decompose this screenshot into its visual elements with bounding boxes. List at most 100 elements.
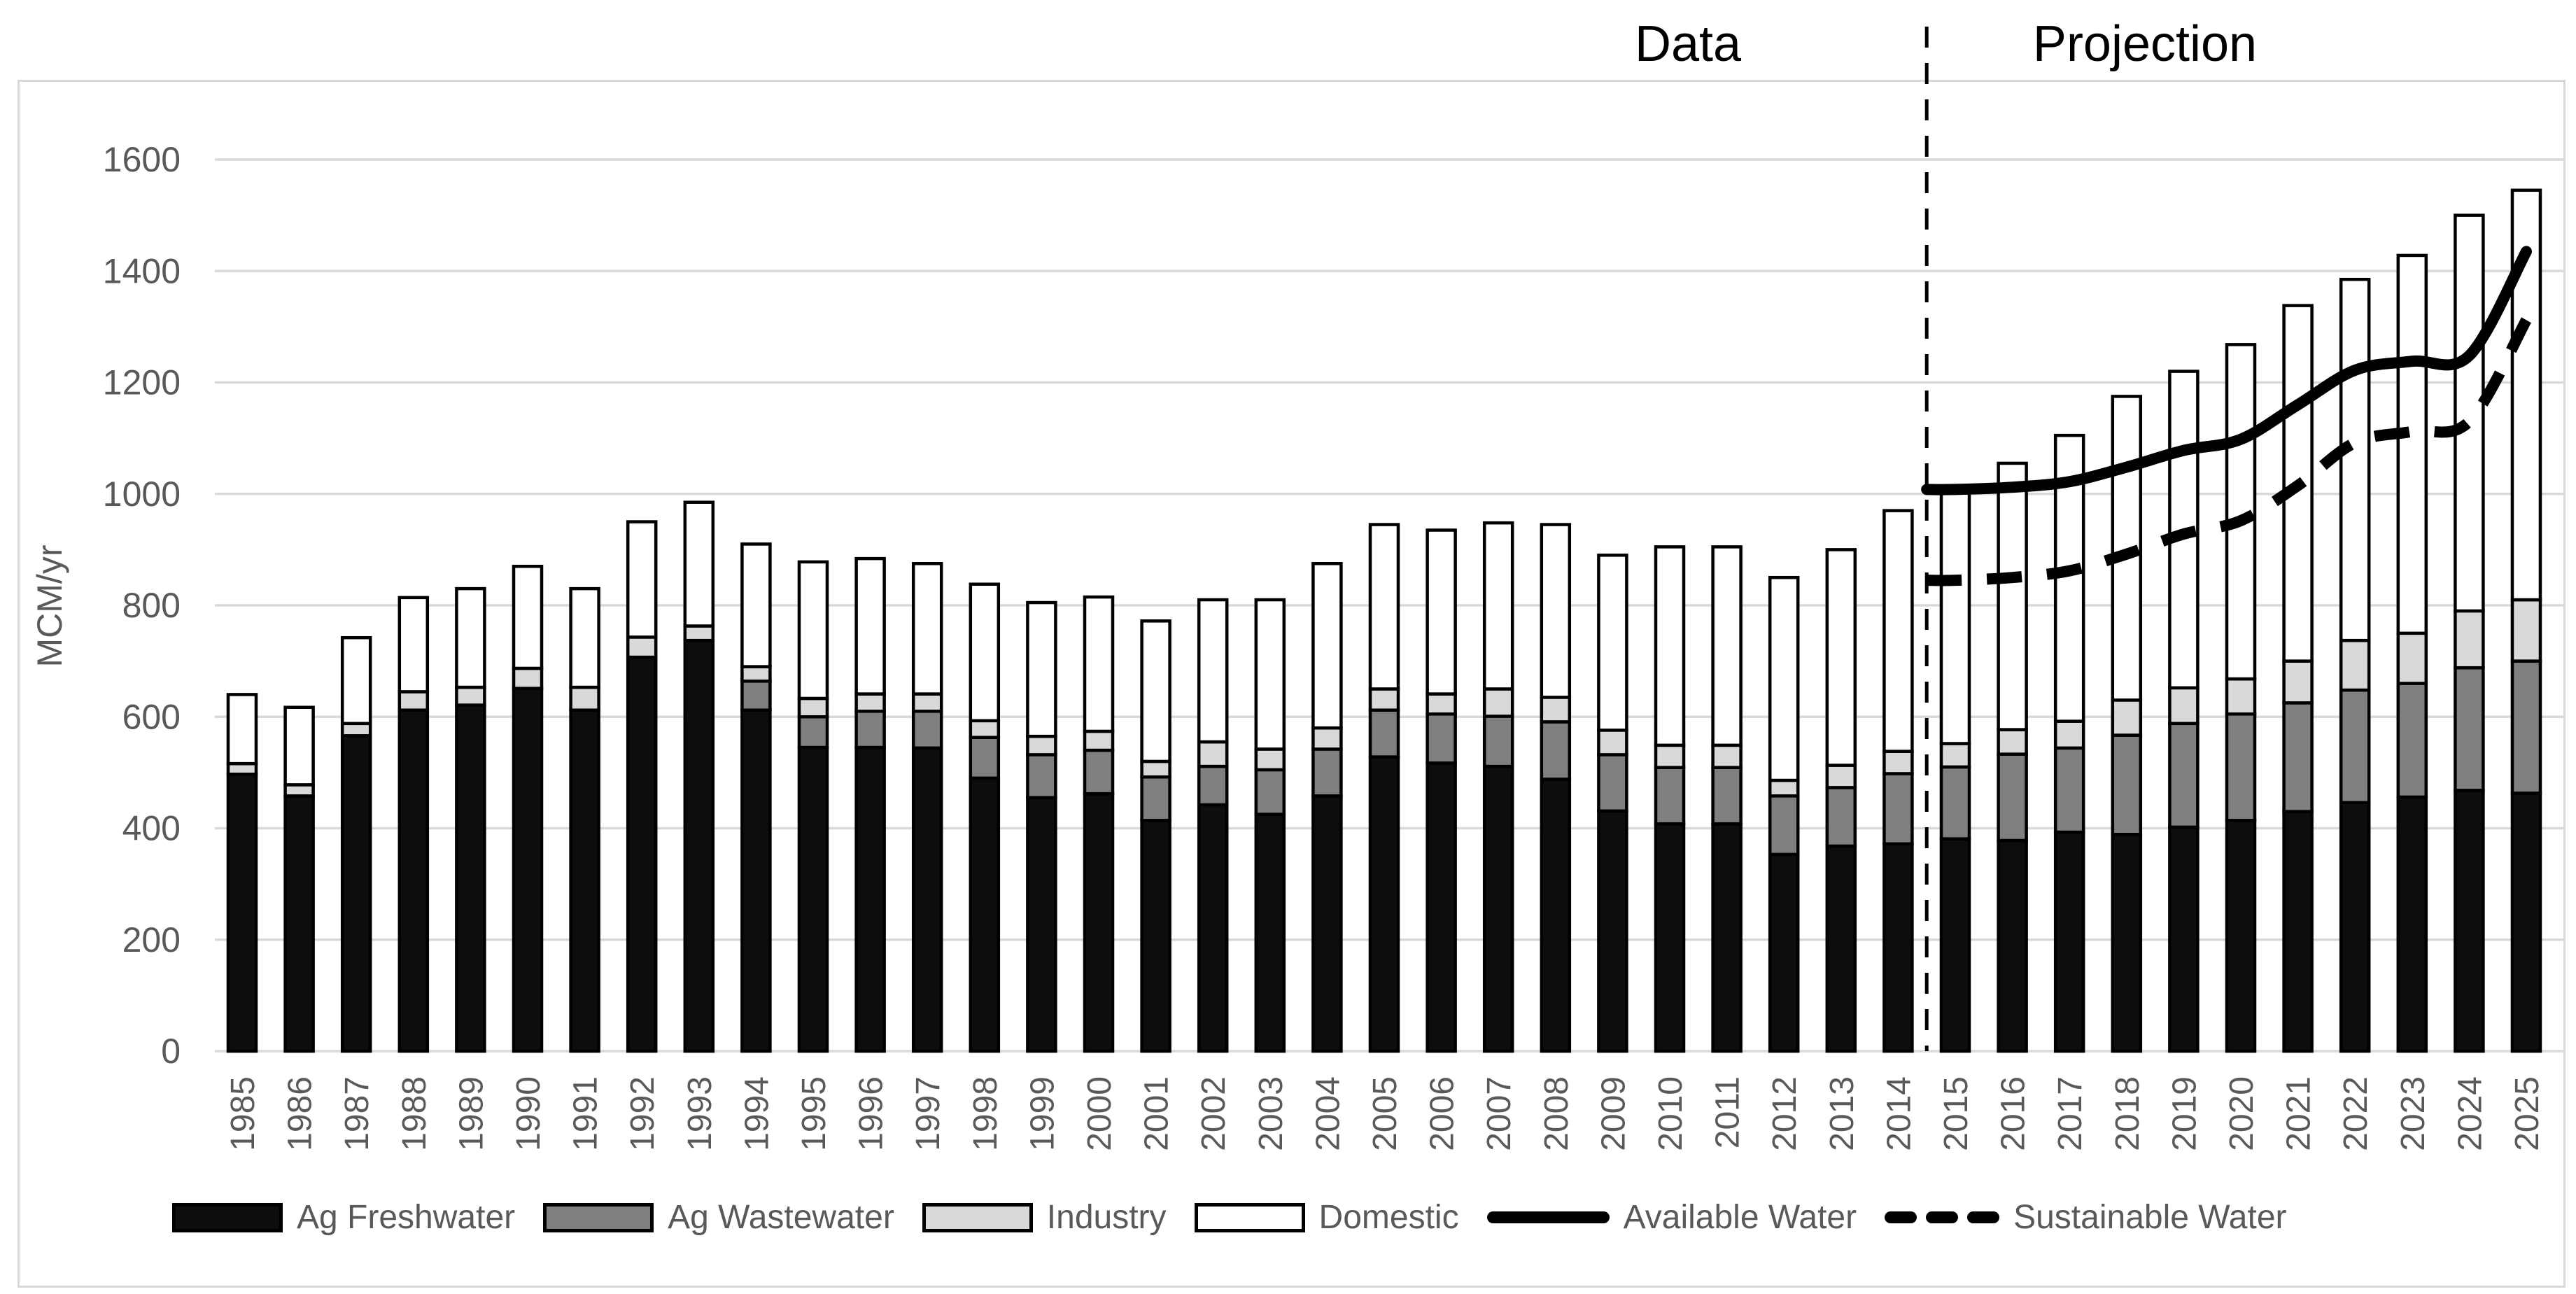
bar-2014-industry (1882, 750, 1914, 775)
bar-2011-ag-freshwater (1711, 822, 1743, 1053)
x-tick-2022: 2022 (2337, 1076, 2374, 1151)
bar-1988-ag-freshwater (397, 708, 430, 1053)
bar-2003-ag-freshwater (1254, 813, 1286, 1053)
bar-2013-industry (1825, 764, 1857, 789)
bar-2004-industry (1311, 726, 1343, 751)
bar-1991-ag-freshwater (569, 708, 600, 1053)
x-tick-1999: 1999 (1024, 1076, 1061, 1151)
x-tick-2000: 2000 (1081, 1076, 1118, 1151)
x-tick-1996: 1996 (853, 1076, 890, 1151)
legend-item-domestic: Domestic (1194, 1198, 1459, 1237)
data-region-label: Data (1634, 16, 1742, 72)
bar-1985-ag-freshwater (226, 773, 258, 1053)
bar-2004-ag-wastewater (1311, 747, 1343, 798)
x-tick-1998: 1998 (967, 1076, 1004, 1151)
bar-2024-industry (2454, 609, 2485, 670)
x-tick-2016: 2016 (1995, 1076, 2032, 1151)
bar-2010-ag-wastewater (1654, 766, 1686, 826)
legend-label-ag-wastewater: Ag Wastewater (668, 1199, 894, 1236)
legend-label-sustainable-water: Sustainable Water (2013, 1199, 2287, 1236)
bar-2018-ag-freshwater (2111, 833, 2143, 1053)
bar-1993-industry (683, 624, 715, 642)
y-tick-0: 0 (161, 1032, 181, 1071)
bar-1998-ag-freshwater (969, 776, 1001, 1053)
y-tick-400: 400 (122, 809, 181, 848)
x-tick-1986: 1986 (282, 1076, 319, 1151)
bar-1986-industry (283, 783, 315, 798)
bar-1995-industry (797, 696, 829, 719)
bar-2008-industry (1540, 696, 1572, 724)
bar-1999-domestic (1026, 600, 1057, 738)
bar-2002-ag-wastewater (1197, 764, 1229, 807)
legend-label-available-water: Available Water (1623, 1199, 1857, 1236)
bar-2003-ag-wastewater (1254, 768, 1286, 816)
bar-2000-ag-wastewater (1083, 748, 1115, 796)
x-tick-1989: 1989 (453, 1076, 490, 1151)
y-tick-1400: 1400 (103, 251, 181, 290)
x-tick-1988: 1988 (396, 1076, 433, 1151)
bar-1990-ag-freshwater (512, 687, 544, 1053)
bar-2019-industry (2168, 686, 2200, 726)
y-axis-title: MCM/yr (30, 545, 69, 668)
bar-2020-ag-freshwater (2225, 819, 2257, 1053)
bar-2004-domestic (1311, 562, 1343, 730)
x-tick-2023: 2023 (2395, 1076, 2432, 1151)
bar-2001-domestic (1140, 619, 1171, 764)
bar-1988-industry (397, 690, 430, 712)
bar-1985-industry (226, 761, 258, 776)
available-water-line-swatch (1486, 1211, 1610, 1223)
bar-2010-ag-freshwater (1654, 822, 1686, 1053)
bar-2007-domestic (1482, 521, 1514, 691)
ag-freshwater-swatch (172, 1202, 283, 1232)
bar-1998-ag-wastewater (969, 736, 1001, 780)
bar-2017-industry (2053, 719, 2085, 750)
x-tick-2025: 2025 (2509, 1076, 2546, 1151)
bar-2025-industry (2510, 598, 2542, 663)
bar-1996-ag-freshwater (854, 745, 886, 1053)
bar-2015-domestic (1939, 488, 1971, 745)
x-tick-2006: 2006 (1424, 1076, 1461, 1151)
bar-1986-domestic (283, 705, 315, 787)
x-tick-2002: 2002 (1195, 1076, 1232, 1151)
bar-1985-domestic (226, 693, 258, 766)
bar-2022-ag-freshwater (2339, 801, 2371, 1053)
bar-2011-domestic (1711, 545, 1743, 747)
bar-2001-industry (1140, 759, 1171, 779)
bar-1997-industry (911, 692, 943, 713)
bar-1997-domestic (911, 562, 943, 696)
bar-2023-ag-wastewater (2396, 682, 2428, 799)
bar-1995-ag-wastewater (797, 715, 829, 750)
bar-2021-ag-freshwater (2282, 810, 2314, 1053)
y-tick-200: 200 (122, 920, 181, 959)
bar-2022-ag-wastewater (2339, 688, 2371, 805)
x-tick-2007: 2007 (1481, 1076, 1518, 1151)
bar-1987-domestic (340, 635, 372, 726)
bar-1998-domestic (969, 582, 1001, 723)
bar-2007-industry (1482, 687, 1514, 718)
bar-1997-ag-wastewater (911, 710, 943, 750)
bar-2001-ag-wastewater (1140, 775, 1171, 822)
bar-2000-ag-freshwater (1083, 792, 1115, 1053)
bar-1994-ag-wastewater (740, 680, 772, 712)
bar-2009-industry (1597, 729, 1628, 757)
bar-2000-industry (1083, 729, 1115, 752)
x-tick-2001: 2001 (1139, 1076, 1176, 1151)
x-tick-2011: 2011 (1710, 1076, 1747, 1148)
y-tick-600: 600 (122, 697, 181, 736)
bar-2011-industry (1711, 743, 1743, 769)
bar-2022-industry (2339, 638, 2371, 692)
bar-2013-domestic (1825, 548, 1857, 767)
bar-1999-ag-freshwater (1026, 796, 1057, 1053)
bar-1992-ag-freshwater (626, 655, 658, 1053)
bar-2018-industry (2111, 698, 2143, 737)
x-tick-2021: 2021 (2281, 1076, 2318, 1151)
bar-1998-industry (969, 719, 1001, 739)
bar-2007-ag-wastewater (1482, 715, 1514, 768)
bar-2023-ag-freshwater (2396, 795, 2428, 1053)
bar-2001-ag-freshwater (1140, 819, 1171, 1053)
y-tick-1200: 1200 (103, 363, 181, 402)
bar-1999-industry (1026, 734, 1057, 757)
bar-2008-domestic (1540, 523, 1572, 699)
bar-1991-domestic (569, 586, 600, 689)
x-tick-2024: 2024 (2451, 1076, 2489, 1151)
